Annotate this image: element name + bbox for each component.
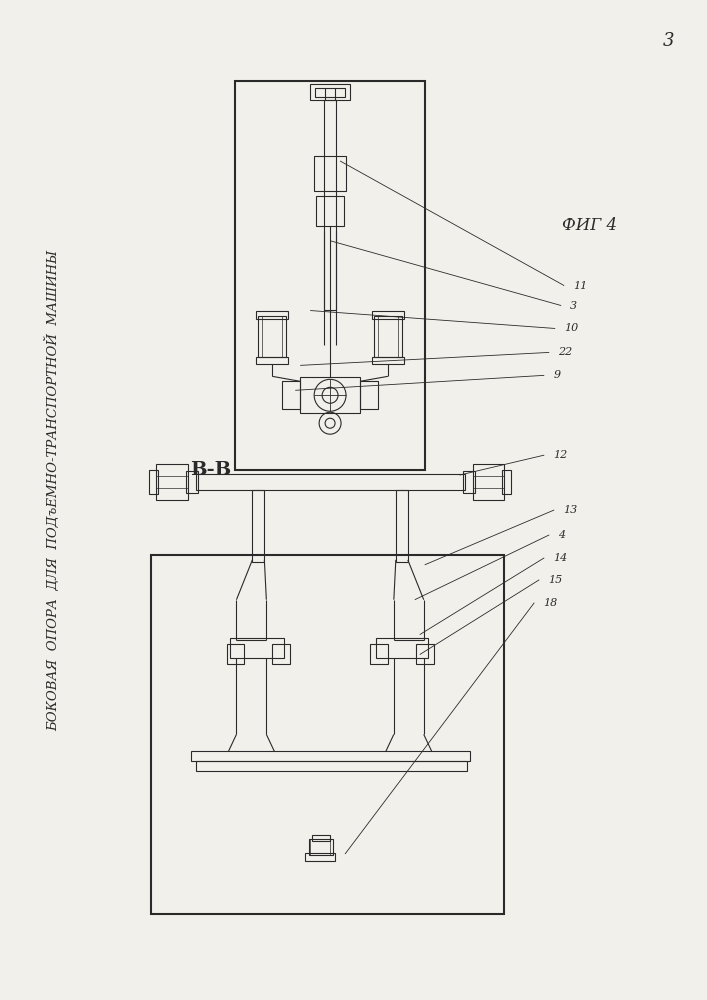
Text: 10: 10 (564, 323, 578, 333)
Bar (196, 474, 464, 490)
Text: 13: 13 (563, 505, 578, 515)
Text: 14: 14 (553, 553, 568, 563)
Bar (503, 470, 511, 494)
Bar (230, 638, 284, 658)
Bar (235, 81, 425, 470)
Bar (396, 490, 408, 562)
Bar (372, 311, 404, 319)
Bar (462, 471, 474, 493)
Text: 22: 22 (559, 347, 573, 357)
Bar (305, 853, 335, 861)
Bar (372, 357, 404, 364)
Text: ФИГ 4: ФИГ 4 (561, 217, 617, 234)
Text: В-В: В-В (190, 461, 231, 479)
Bar (416, 644, 433, 664)
Bar (316, 196, 344, 226)
Bar (360, 381, 378, 409)
Text: 3: 3 (663, 32, 674, 50)
Bar (257, 311, 288, 319)
Bar (282, 381, 300, 409)
Bar (191, 751, 469, 761)
Bar (310, 84, 350, 100)
Bar (370, 644, 388, 664)
Bar (272, 644, 291, 664)
Text: 18: 18 (543, 598, 558, 608)
Text: 3: 3 (570, 301, 578, 311)
Bar (315, 88, 345, 97)
Text: БОКОВАЯ  ОПОРА  ДЛЯ  ПОДъЕМНО-ТРАНСПОРТНОЙ  МАШИНЫ: БОКОВАЯ ОПОРА ДЛЯ ПОДъЕМНО-ТРАНСПОРТНОЙ … (46, 249, 61, 731)
Bar (148, 470, 158, 494)
Bar (324, 100, 336, 310)
Text: 9: 9 (553, 370, 561, 380)
Bar (258, 316, 286, 357)
Bar (376, 638, 428, 658)
Bar (156, 464, 187, 500)
Bar (472, 464, 504, 500)
Bar (186, 471, 198, 493)
Text: 4: 4 (559, 530, 566, 540)
Bar (300, 377, 360, 413)
Text: 15: 15 (548, 575, 563, 585)
Bar (314, 156, 346, 191)
Bar (257, 357, 288, 364)
Text: 12: 12 (553, 450, 568, 460)
Bar (226, 644, 245, 664)
Bar (309, 839, 333, 855)
Bar (374, 316, 402, 357)
Text: 11: 11 (573, 281, 588, 291)
Bar (252, 490, 264, 562)
Bar (196, 761, 467, 771)
Bar (151, 555, 504, 914)
Bar (312, 835, 330, 841)
